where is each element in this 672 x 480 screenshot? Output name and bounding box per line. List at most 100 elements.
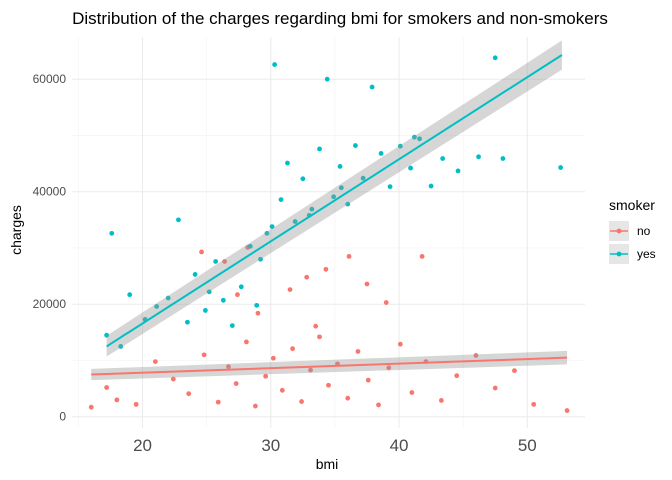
point-yes xyxy=(109,230,115,236)
point-no xyxy=(383,300,389,305)
point-yes xyxy=(408,165,413,171)
point-yes xyxy=(176,217,181,223)
point-yes xyxy=(317,146,322,152)
point-yes xyxy=(192,272,198,277)
point-yes xyxy=(345,201,351,207)
point-yes xyxy=(238,284,244,290)
point-yes xyxy=(165,295,171,301)
point-yes xyxy=(269,224,275,229)
point-yes xyxy=(213,259,219,264)
point-no xyxy=(287,287,293,293)
legend-label-yes: yes xyxy=(637,247,656,261)
point-yes xyxy=(476,154,481,160)
point-no xyxy=(170,376,176,382)
point-no xyxy=(263,373,269,379)
point-yes xyxy=(292,219,298,224)
point-yes xyxy=(558,165,564,170)
point-yes xyxy=(229,323,235,329)
point-yes xyxy=(338,185,344,191)
point-yes xyxy=(254,302,260,308)
point-no xyxy=(222,259,228,264)
point-no xyxy=(133,401,139,407)
point-no xyxy=(299,399,304,404)
point-yes xyxy=(206,289,212,295)
legend: smoker no yes xyxy=(609,197,656,264)
point-yes xyxy=(360,175,366,181)
point-no xyxy=(215,399,221,405)
point-yes xyxy=(300,176,306,182)
point-no xyxy=(252,403,258,409)
legend-title: smoker xyxy=(609,197,655,213)
point-no xyxy=(376,402,381,408)
point-no xyxy=(114,397,120,403)
fit-line-yes xyxy=(106,54,563,348)
point-yes xyxy=(397,143,403,149)
point-no xyxy=(313,323,319,329)
point-no xyxy=(235,292,240,298)
point-yes xyxy=(278,197,284,202)
point-yes xyxy=(337,163,343,169)
point-yes xyxy=(285,160,290,166)
plot-area: 20 30 40 50 0 20000 40000 60000 xyxy=(33,37,585,455)
point-yes xyxy=(185,319,190,325)
y-tick-label: 60000 xyxy=(33,72,67,86)
point-no xyxy=(290,346,295,352)
point-no xyxy=(270,355,276,361)
point-no xyxy=(454,373,460,379)
point-no xyxy=(397,341,403,347)
point-no xyxy=(419,254,425,259)
point-no xyxy=(323,266,329,272)
point-no xyxy=(386,365,392,371)
point-yes xyxy=(127,292,133,298)
point-no xyxy=(304,274,310,280)
point-no xyxy=(492,385,498,391)
point-yes xyxy=(412,134,417,140)
point-no xyxy=(244,339,249,345)
point-yes xyxy=(455,168,461,174)
x-axis-label: bmi xyxy=(316,456,339,472)
point-yes xyxy=(428,183,434,189)
x-tick-label: 40 xyxy=(390,436,409,455)
point-no xyxy=(438,398,444,403)
fit-line-no xyxy=(91,356,568,376)
legend-label-no: no xyxy=(637,224,651,238)
point-no xyxy=(365,377,371,383)
point-no xyxy=(88,404,94,410)
point-no xyxy=(346,254,352,259)
point-no xyxy=(512,368,517,374)
point-no xyxy=(364,281,370,287)
y-axis-label: charges xyxy=(8,205,24,255)
point-no xyxy=(152,359,158,365)
point-no xyxy=(255,310,261,316)
point-yes xyxy=(118,344,124,349)
point-yes xyxy=(104,332,110,338)
point-no xyxy=(308,367,313,373)
point-yes xyxy=(492,55,498,61)
point-yes xyxy=(272,62,278,67)
point-yes xyxy=(202,308,208,313)
x-tick-label: 50 xyxy=(518,436,537,455)
point-no xyxy=(531,401,537,407)
point-no xyxy=(473,353,479,358)
point-no xyxy=(186,391,192,397)
point-yes xyxy=(324,76,330,82)
point-yes xyxy=(440,156,446,161)
point-no xyxy=(345,395,351,401)
y-tick-label: 0 xyxy=(59,410,66,424)
point-yes xyxy=(387,184,393,190)
point-no xyxy=(326,382,331,388)
point-no xyxy=(317,334,322,340)
point-no xyxy=(279,387,285,393)
point-yes xyxy=(220,297,226,303)
point-yes xyxy=(417,136,422,142)
point-yes xyxy=(500,156,506,161)
confidence-band-yes xyxy=(106,40,562,357)
point-no xyxy=(355,349,361,354)
legend-point-yes xyxy=(616,251,622,257)
y-tick-label: 20000 xyxy=(33,297,67,311)
point-yes xyxy=(369,84,375,90)
point-no xyxy=(233,381,239,386)
x-tick-label: 30 xyxy=(261,436,280,455)
point-yes xyxy=(353,143,358,148)
